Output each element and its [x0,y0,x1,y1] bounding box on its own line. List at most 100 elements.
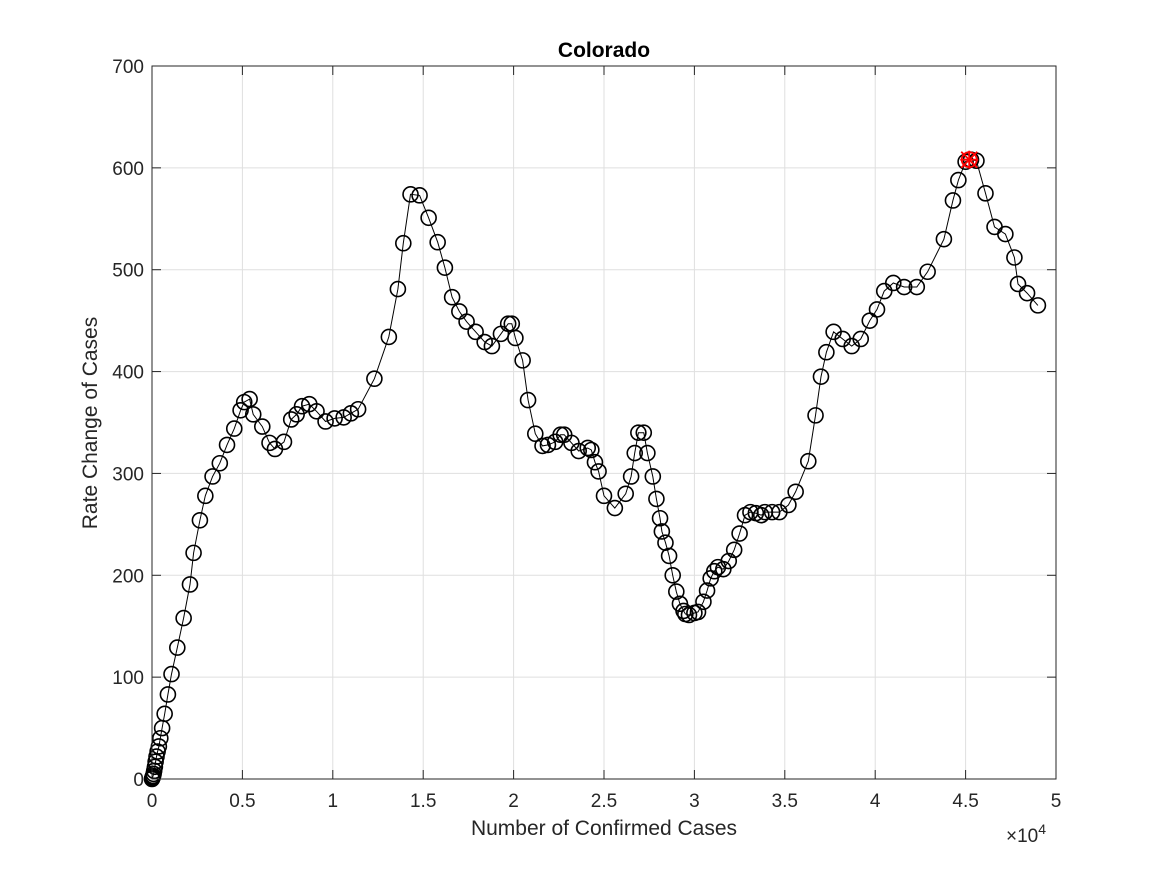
data-point [185,544,202,562]
data-point [275,433,293,451]
data-point [626,444,644,462]
data-point [1018,284,1036,302]
y-tick-label: 200 [112,566,144,587]
data-point [507,329,524,347]
data-point [152,729,169,747]
data-point [1006,249,1023,266]
data-point [895,278,913,296]
data-point [668,583,685,600]
data-point [156,705,173,723]
x-tick-label: 0.5 [229,791,255,812]
data-point [232,401,249,419]
data-point [293,397,311,415]
data-point [411,187,428,204]
x-tick-label: 1.5 [410,791,436,812]
data-point [395,234,412,252]
y-tick-label: 500 [112,261,144,282]
series-line [151,159,1039,780]
data-point [539,436,557,454]
x-tick-label: 0 [147,791,158,812]
data-point [389,280,407,298]
data-point [458,313,475,330]
data-point [163,665,180,683]
grid [151,65,1057,780]
data-point [159,686,177,703]
data-point [583,441,600,459]
chart-title: Colorado [558,39,650,62]
x-tick-label: 2.5 [591,791,617,812]
x-tick-label: 4 [870,791,881,812]
data-point [639,444,656,462]
data-point [590,463,607,480]
data-point [218,436,236,454]
data-point [731,525,748,542]
x-tick-label: 5 [1051,791,1062,812]
data-point [483,337,501,355]
data-point [443,288,461,306]
data-point [197,487,214,505]
data-point [225,420,243,437]
data-point [807,407,824,424]
data-point [660,547,678,565]
x-axis-label: Number of Confirmed Cases [471,817,737,840]
data-point [499,315,517,332]
highlight-point [960,150,979,169]
data-point [606,499,624,517]
x-tick-label: 3 [689,791,700,812]
data-point [720,552,738,570]
data-point [402,186,419,203]
data-point [150,738,168,755]
data-point [950,171,967,189]
data-point [622,468,640,485]
y-tick-label: 300 [112,464,144,485]
data-point [552,426,569,444]
data-point [651,509,669,527]
data-point [595,487,613,505]
y-axis: 0 100 200 300 400 500 600 700 [112,57,1056,791]
data-point [282,411,300,428]
data-point [648,490,665,508]
data-point [884,274,902,292]
data-point [366,370,383,388]
data-point [698,582,716,599]
data-point [1029,297,1047,314]
data-point [715,560,732,578]
data-point [436,259,454,276]
data-point [288,406,305,423]
data-point [519,391,537,409]
x-axis: 0 0.5 1 1.5 2 2.5 3 3.5 4 4.5 5 [147,66,1062,812]
x-exponent: ×104 [1006,821,1046,847]
data-point [653,523,671,540]
data-point [380,328,398,346]
data-point [997,225,1014,243]
data-point [467,323,484,341]
data-series [143,151,1047,788]
data-point [800,452,817,470]
data-point [752,506,770,524]
data-point [570,442,587,460]
data-point [526,425,544,443]
data-point [664,566,682,584]
y-tick-label: 600 [112,159,144,180]
data-point [695,593,712,611]
data-point [635,424,653,441]
data-point [586,453,604,471]
data-point [944,192,962,209]
data-point [617,485,634,503]
x-exponent-power: 4 [1038,821,1046,837]
data-point [420,209,437,227]
data-point [689,603,707,621]
data-point [1009,275,1027,293]
data-point [818,343,835,361]
data-point [244,406,262,423]
y-tick-label: 400 [112,363,144,384]
data-point [147,753,164,770]
data-point [812,368,830,385]
data-point [204,468,221,485]
y-axis-label: Rate Change of Cases [79,317,102,529]
data-point [780,496,797,514]
data-point [349,400,367,418]
data-point [169,639,186,656]
data-point [181,576,199,593]
